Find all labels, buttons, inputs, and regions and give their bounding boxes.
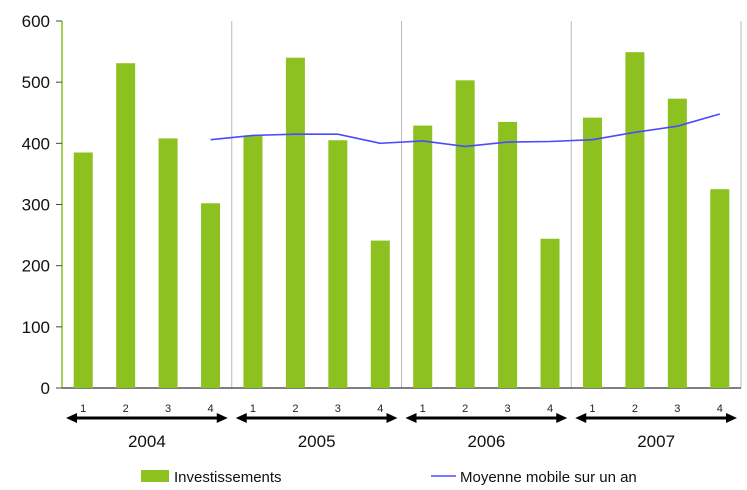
quarter-label: 2 (462, 403, 468, 415)
arrow-head-right (726, 413, 737, 423)
quarter-label: 2 (123, 403, 129, 415)
moving-average-line (210, 113, 721, 148)
legend: Investissements Moyenne mobile sur un an (141, 469, 637, 486)
bar (455, 80, 475, 388)
bar (116, 63, 136, 389)
year-label: 2006 (467, 432, 505, 451)
quarter-label: 3 (505, 403, 511, 415)
arrow-head-left (235, 413, 247, 423)
y-tick-label: 600 (22, 12, 50, 31)
arrow-head-right (556, 413, 568, 423)
y-tick-label: 400 (22, 134, 50, 153)
bar (582, 117, 602, 388)
y-tick-label: 500 (22, 73, 50, 92)
quarter-label: 3 (165, 403, 171, 415)
legend-swatch-bar (141, 470, 169, 482)
quarter-label: 1 (80, 403, 86, 415)
quarter-label: 1 (420, 403, 426, 415)
bar (413, 125, 433, 388)
y-tick-label: 300 (22, 196, 50, 215)
x-axis-labels: 1 2 3 4 1 2 3 4 1 2 3 4 1 2 3 4 2004 2005 2006 2007 (66, 403, 737, 451)
bar (625, 52, 645, 388)
arrow-head-left (66, 413, 77, 423)
bar (158, 138, 178, 388)
quarter-label: 4 (207, 403, 213, 415)
quarter-label: 1 (250, 403, 256, 415)
year-label: 2007 (637, 432, 675, 451)
grid (231, 21, 742, 388)
bar (370, 240, 390, 388)
quarter-label: 2 (292, 403, 298, 415)
bar (285, 57, 305, 388)
quarter-label: 3 (674, 403, 680, 415)
quarter-label: 4 (377, 403, 383, 415)
quarter-label: 2 (632, 403, 638, 415)
quarter-label: 4 (547, 403, 553, 415)
y-tick-label: 200 (22, 257, 50, 276)
legend-label-moyenne-mobile: Moyenne mobile sur un an (460, 469, 637, 486)
legend-label-investissements: Investissements (174, 469, 282, 486)
quarter-label: 1 (589, 403, 595, 415)
arrow-head-right (216, 413, 228, 423)
bar-series-investissements (73, 52, 730, 389)
y-tick-label: 100 (22, 318, 50, 337)
arrow-head-left (575, 413, 587, 423)
quarter-label: 3 (335, 403, 341, 415)
bar (328, 140, 348, 388)
bar (540, 238, 560, 388)
bar (73, 152, 93, 388)
bar (498, 121, 518, 389)
bar (201, 203, 221, 388)
bar (243, 135, 263, 388)
year-label: 2004 (128, 432, 166, 451)
arrow-head-left (405, 413, 417, 423)
y-tick-label: 0 (41, 379, 50, 398)
quarter-label: 4 (717, 403, 723, 415)
arrow-head-right (386, 413, 398, 423)
bar (710, 189, 730, 388)
year-label: 2005 (298, 432, 336, 451)
line-series-moyenne-mobile (210, 113, 721, 148)
bar (667, 98, 687, 388)
